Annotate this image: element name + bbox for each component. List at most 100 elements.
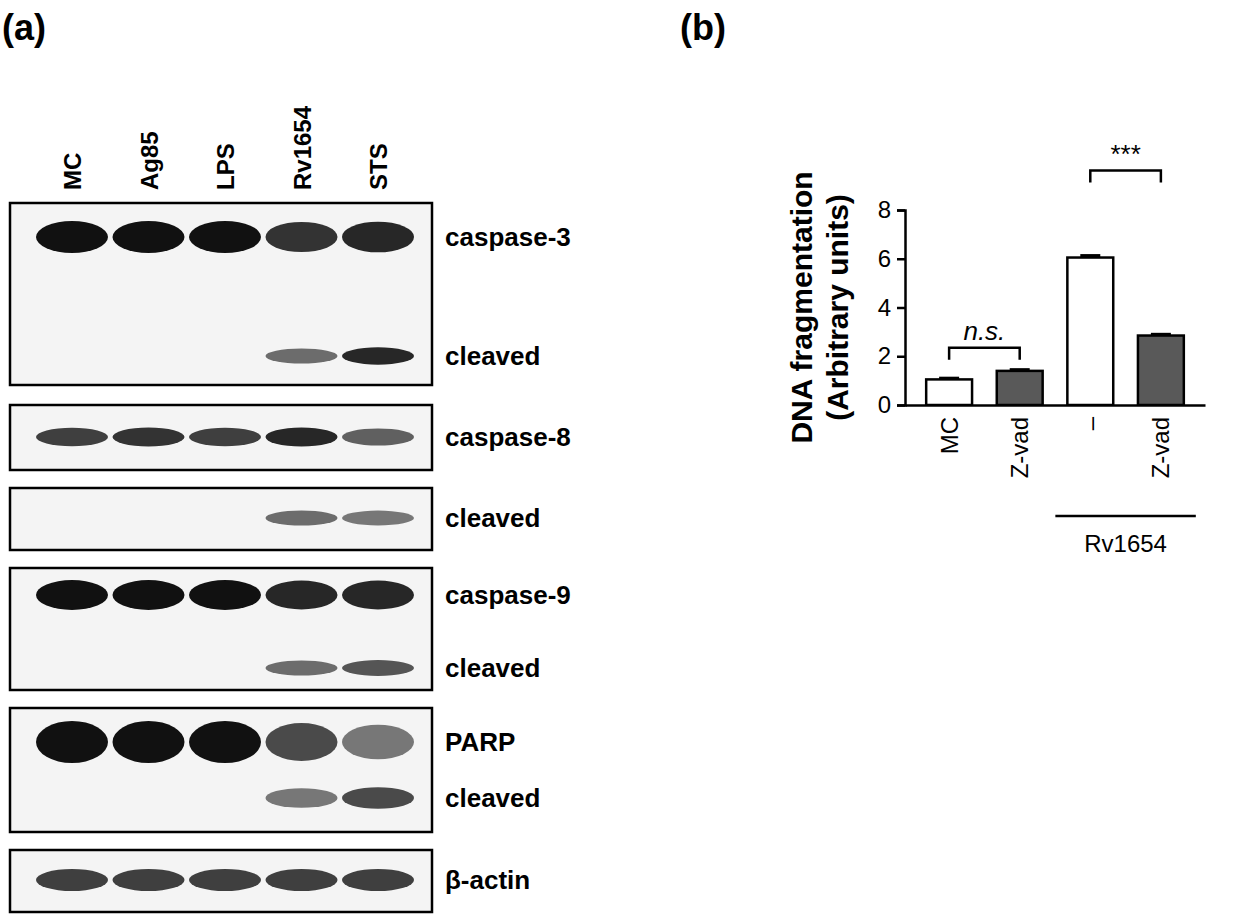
band [266,869,338,891]
error-bar-cap [1010,368,1030,371]
axis-line [897,211,906,406]
blot-frame [10,488,432,550]
band [266,581,338,610]
lane-label: LPS [212,143,239,190]
band [189,869,261,891]
band [266,660,338,675]
blot-frame [10,708,432,832]
error-bar [1151,334,1171,335]
band [266,348,338,363]
tick-mark [897,307,905,310]
band [113,869,185,891]
tick-label: Z-vad [1147,417,1174,478]
band [342,347,414,364]
band [113,221,185,253]
band-label: β-actin [445,865,530,895]
band [266,510,338,525]
band [113,580,185,610]
axis-title: DNA fragmentation [785,171,818,443]
tick-label: 0 [878,391,891,418]
tick-mark [897,404,905,407]
band [342,660,414,676]
error-bar [1080,256,1100,258]
tick-label: – [1077,416,1104,430]
band-label: cleaved [445,341,540,371]
band [342,869,414,891]
bar [1067,258,1113,405]
band [266,788,338,808]
significance-bracket [1090,171,1161,183]
tick: 0 [878,391,905,418]
blot: MC Ag85 LPS Rv1654 STS caspase-3 cleaved caspas… [10,105,571,912]
lane-label: MC [59,153,86,190]
band [36,721,108,763]
band [342,428,414,445]
lane-label: Ag85 [136,131,163,190]
error-bar-cap [1080,254,1100,257]
bar [1138,336,1184,405]
tick-mark [897,356,905,359]
band [36,580,108,610]
error-bar-cap [1151,333,1171,336]
error-bar [939,378,959,379]
figure: (a) (b) MC Ag85 LPS Rv1654 STS caspase-3 cleaved… [0,0,1256,918]
group-line [1055,515,1195,518]
tick-label: MC [936,417,963,454]
tick: MC [936,417,963,454]
lane-label: Rv1654 [289,105,316,190]
band [189,580,261,610]
bar [926,379,972,405]
tick: Z-vad [1006,417,1033,478]
tick: – [1077,416,1104,430]
band [266,723,338,761]
band [342,581,414,610]
tick: 8 [878,196,905,223]
band-label: caspase-8 [445,422,571,452]
tick-mark [897,209,905,212]
significance-bracket [949,348,1020,360]
band [113,428,185,447]
error-bar [1010,370,1030,371]
blot-frame [10,568,432,690]
band [189,428,261,446]
chart: 0 2 4 6 8 MC Z-vad – Z-vad DNA fragmentation(Arbi… [785,139,1206,557]
band [113,721,185,763]
lane-label: STS [365,143,392,190]
band [342,511,414,526]
tick: 4 [878,294,905,321]
band [266,427,338,446]
band [342,787,414,809]
panel-label: (a) [2,7,46,48]
tick: 2 [878,342,905,369]
band [36,428,108,446]
band [36,221,108,253]
y-axis: 0 2 4 6 8 [878,196,906,418]
error-bar-cap [939,377,959,380]
band [189,721,261,763]
significance-label: n.s. [963,316,1005,346]
panel-label: (b) [680,7,726,48]
blot-frame [10,405,432,470]
tick: 6 [878,245,905,272]
band [36,869,108,891]
band [266,222,338,252]
blot-frame [10,850,432,912]
x-axis: MC Z-vad – Z-vad [906,406,1206,479]
band-label: caspase-9 [445,580,571,610]
band-label: PARP [445,727,515,757]
band-label: caspase-3 [445,222,571,252]
tick: Z-vad [1147,417,1174,478]
axis-title: (Arbitrary units) [821,194,854,421]
band [342,725,414,759]
significance-label: *** [1110,139,1140,169]
tick-label: 6 [878,245,891,272]
tick-label: Z-vad [1006,417,1033,478]
band-label: cleaved [445,653,540,683]
tick-label: 2 [878,342,891,369]
group-label: Rv1654 [1084,530,1167,557]
blot-frame [10,203,432,385]
bar [997,371,1043,405]
band-label: cleaved [445,503,540,533]
tick-label: 4 [878,294,891,321]
bars [926,256,1184,405]
